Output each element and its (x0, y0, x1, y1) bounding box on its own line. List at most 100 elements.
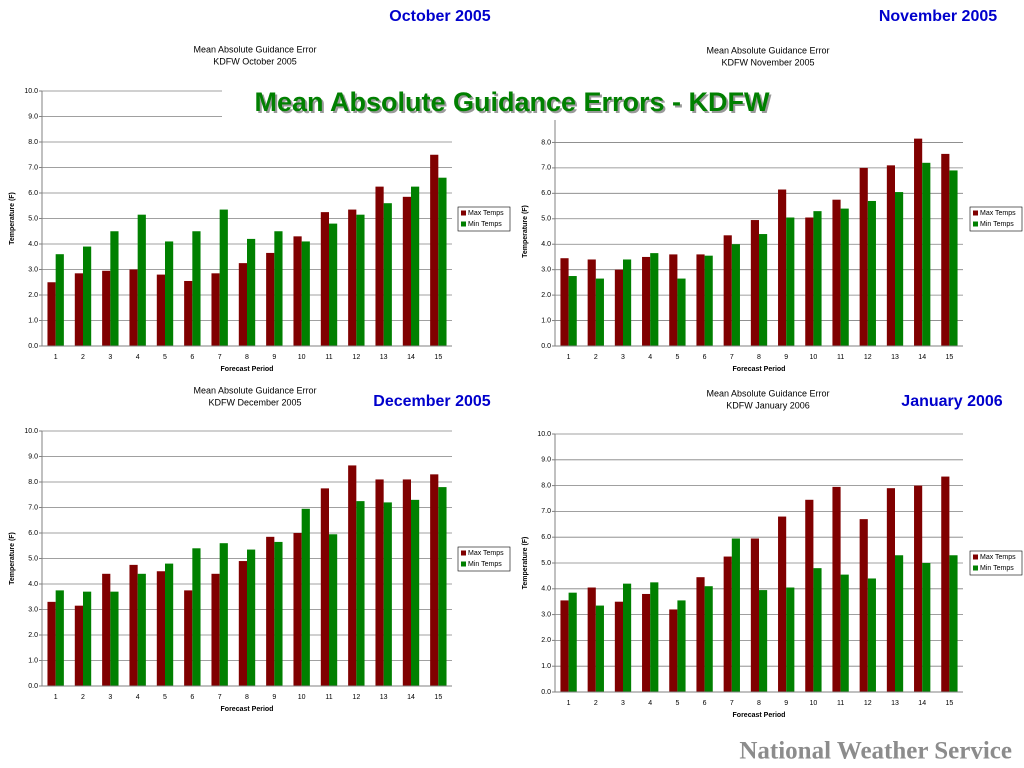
bar (74, 605, 83, 686)
x-tick-label: 8 (757, 354, 761, 361)
y-tick-label: 6.0 (28, 530, 38, 537)
x-tick-label: 3 (621, 354, 625, 361)
chart-panel: January 2006 Mean Absolute Guidance Error… (522, 388, 1023, 719)
bar (677, 278, 686, 346)
x-tick-label: 5 (163, 694, 167, 701)
y-tick-label: 1.0 (541, 663, 551, 670)
x-tick-label: 5 (163, 354, 167, 361)
y-tick-label: 7.0 (541, 508, 551, 515)
x-tick-label: 13 (380, 694, 388, 701)
x-tick-label: 8 (245, 694, 249, 701)
bar (402, 196, 411, 346)
bar (805, 217, 814, 346)
x-tick-label: 14 (918, 354, 926, 361)
bar (348, 465, 357, 686)
bar (192, 548, 201, 686)
bar (184, 590, 193, 686)
panel-caption: October 2005 (389, 8, 490, 25)
bar (438, 487, 447, 686)
bar (560, 600, 569, 692)
y-tick-label: 0.0 (28, 343, 38, 350)
legend-swatch (973, 554, 978, 560)
bar (595, 278, 604, 346)
bar (320, 488, 329, 686)
y-tick-label: 6.0 (541, 534, 551, 541)
bar (623, 259, 632, 346)
bar (411, 186, 420, 346)
bar (293, 236, 302, 346)
y-tick-label: 1.0 (541, 317, 551, 324)
bar (329, 223, 338, 346)
bar (438, 177, 447, 346)
bar (696, 577, 705, 692)
bar (859, 167, 868, 346)
x-tick-label: 9 (272, 694, 276, 701)
bar (375, 479, 384, 686)
x-tick-label: 9 (784, 354, 788, 361)
x-tick-label: 2 (594, 354, 598, 361)
y-tick-label: 4.0 (541, 241, 551, 248)
y-tick-label: 9.0 (28, 453, 38, 460)
bar (669, 254, 678, 346)
y-tick-label: 8.0 (541, 482, 551, 489)
x-tick-label: 15 (946, 700, 954, 707)
y-tick-label: 3.0 (28, 266, 38, 273)
bar (293, 533, 302, 686)
x-tick-label: 4 (648, 700, 652, 707)
bar (74, 273, 83, 346)
bar (266, 536, 275, 686)
y-tick-label: 4.0 (28, 241, 38, 248)
y-tick-label: 3.0 (28, 606, 38, 613)
x-axis-label: Forecast Period (221, 706, 274, 713)
bar (867, 200, 876, 346)
x-tick-label: 2 (81, 354, 85, 361)
bar (941, 476, 950, 692)
bar (129, 564, 138, 686)
bar (677, 600, 686, 692)
x-axis-label: Forecast Period (733, 712, 786, 719)
x-tick-label: 1 (567, 700, 571, 707)
bar (813, 568, 822, 692)
bar (110, 231, 119, 346)
bar (696, 254, 705, 346)
y-tick-label: 5.0 (541, 560, 551, 567)
y-tick-label: 3.0 (541, 611, 551, 618)
x-tick-label: 14 (918, 700, 926, 707)
legend-swatch (973, 565, 978, 571)
legend-label: Min Temps (980, 565, 1014, 572)
y-tick-label: 9.0 (541, 457, 551, 464)
bar (274, 541, 283, 686)
bar (886, 165, 895, 346)
bar (568, 276, 577, 346)
slide-title: Mean Absolute Guidance Errors - KDFW (254, 87, 770, 117)
bar (430, 474, 439, 686)
bar (165, 563, 174, 686)
y-tick-label: 10.0 (537, 431, 551, 438)
bar (840, 574, 849, 692)
bar (669, 609, 678, 692)
y-axis-label: Temperature (F) (522, 537, 529, 590)
x-tick-label: 6 (703, 700, 707, 707)
bar (623, 583, 632, 692)
bar (595, 605, 604, 692)
x-tick-label: 9 (272, 354, 276, 361)
y-tick-label: 6.0 (541, 190, 551, 197)
x-tick-label: 13 (891, 354, 899, 361)
x-tick-label: 3 (621, 700, 625, 707)
legend-label: Min Temps (468, 221, 502, 228)
x-tick-label: 12 (864, 700, 872, 707)
bar (356, 501, 365, 686)
x-tick-label: 13 (891, 700, 899, 707)
panel-caption: November 2005 (879, 8, 997, 25)
bar (895, 192, 904, 346)
bar (55, 254, 64, 346)
x-tick-label: 1 (54, 694, 58, 701)
x-tick-label: 15 (434, 354, 442, 361)
y-tick-label: 8.0 (541, 139, 551, 146)
legend-label: Max Temps (980, 210, 1016, 217)
x-tick-label: 1 (54, 354, 58, 361)
bar (922, 162, 931, 346)
chart-subtitle: KDFW January 2006 (726, 400, 810, 410)
bar (759, 234, 768, 346)
